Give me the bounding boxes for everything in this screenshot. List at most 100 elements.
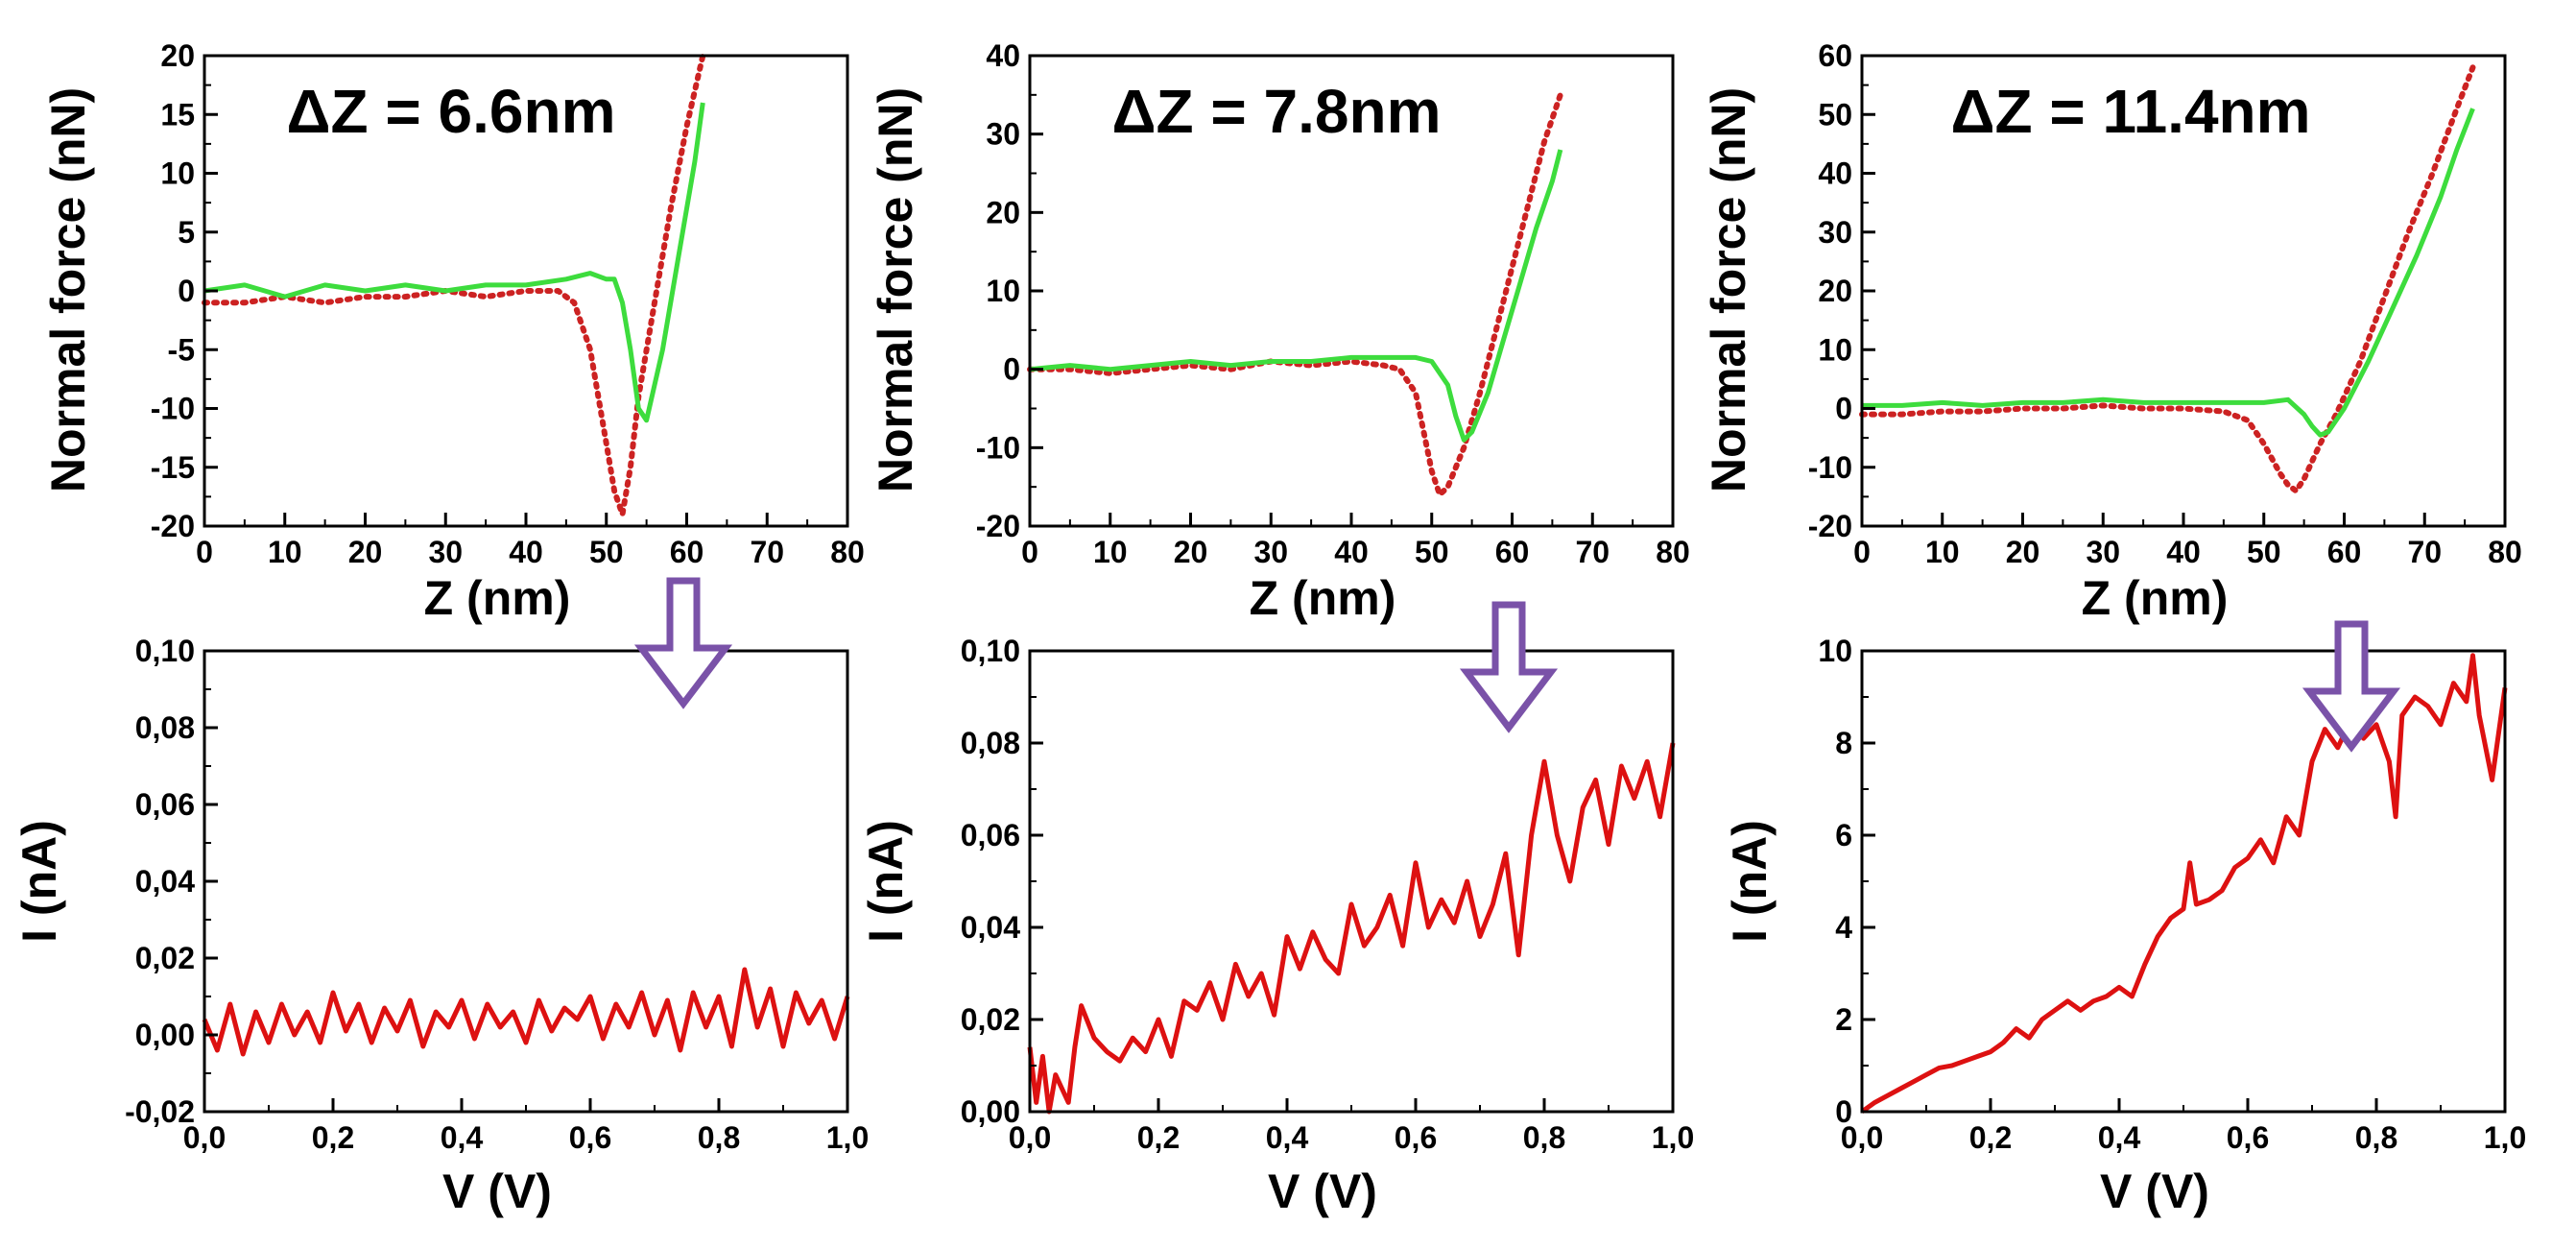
y-tick-label: 0,10 xyxy=(961,634,1020,668)
chart-title: ΔZ = 6.6nm xyxy=(287,77,616,146)
x-tick-label: 70 xyxy=(2407,535,2442,569)
x-tick-label: 0,4 xyxy=(1266,1120,1309,1155)
x-tick-label: 10 xyxy=(1093,535,1128,569)
x-tick-label: 50 xyxy=(2247,535,2281,569)
y-axis-label: Normal force (nN) xyxy=(41,87,95,492)
y-tick-label: 0,00 xyxy=(961,1094,1020,1129)
x-tick-label: 0,2 xyxy=(312,1120,354,1155)
series-retract-line xyxy=(1862,108,2475,438)
y-tick-label: 20 xyxy=(1818,274,1852,308)
y-tick-label: 2 xyxy=(1835,1002,1852,1037)
y-tick-label: -20 xyxy=(976,509,1020,543)
y-tick-label: 0,06 xyxy=(961,818,1020,852)
x-tick-label: 0,0 xyxy=(183,1120,226,1155)
x-tick-label: 1,0 xyxy=(826,1120,869,1155)
y-tick-label: 30 xyxy=(1818,215,1852,250)
x-tick-label: 0,2 xyxy=(1137,1120,1180,1155)
y-tick-label: 0,02 xyxy=(135,941,195,975)
y-tick-label: 10 xyxy=(160,156,195,191)
chart-panel-3: 0 10 20 30 40 50 60 70 80 -20 -10 0 10 20 30 40 50 60 Z (n… xyxy=(1702,38,2522,625)
down-arrow-icon xyxy=(2302,620,2401,753)
y-tick-label: 0,10 xyxy=(135,634,195,668)
chart-panel-4: 0,0 0,2 0,4 0,6 0,8 1,0 -0,02 0,00 0,02 0,04 0,06 0… xyxy=(12,634,869,1218)
x-tick-label: 0,8 xyxy=(1523,1120,1565,1155)
x-tick-label: 30 xyxy=(2086,535,2120,569)
y-tick-label: 0,08 xyxy=(135,710,195,745)
x-tick-label: 20 xyxy=(1174,535,1208,569)
x-tick-label: 70 xyxy=(1575,535,1610,569)
x-tick-label: 40 xyxy=(1334,535,1369,569)
y-tick-label: 5 xyxy=(178,215,195,250)
x-tick-label: 10 xyxy=(268,535,302,569)
y-tick-label: 0 xyxy=(1003,352,1020,387)
y-tick-label: 6 xyxy=(1835,818,1852,852)
x-tick-label: 50 xyxy=(1415,535,1449,569)
x-tick-label: 0 xyxy=(1853,535,1871,569)
x-axis-label: V (V) xyxy=(1268,1164,1377,1218)
series-approach-line xyxy=(202,53,706,517)
y-axis-label: Normal force (nN) xyxy=(869,87,922,492)
x-axis-label: Z (nm) xyxy=(2082,571,2229,625)
y-axis-label: Normal force (nN) xyxy=(1702,87,1755,492)
y-tick-label: 30 xyxy=(986,117,1020,152)
y-axis-label: I (nA) xyxy=(1723,820,1777,943)
x-tick-label: 40 xyxy=(2166,535,2201,569)
y-tick-label: 8 xyxy=(1835,726,1852,760)
x-tick-label: 0,0 xyxy=(1841,1120,1883,1155)
y-tick-label: 20 xyxy=(986,195,1020,229)
x-tick-label: 30 xyxy=(428,535,463,569)
y-tick-label: -15 xyxy=(151,450,195,485)
x-tick-label: 80 xyxy=(830,535,865,569)
y-tick-label: 0 xyxy=(1835,1094,1852,1129)
y-tick-label: 0,02 xyxy=(961,1002,1020,1037)
series-retract-line xyxy=(203,102,705,423)
y-tick-label: -10 xyxy=(151,392,195,426)
y-tick-label: 0,08 xyxy=(961,726,1020,760)
y-tick-label: -10 xyxy=(1808,450,1852,485)
x-tick-label: 1,0 xyxy=(1652,1120,1694,1155)
x-tick-label: 80 xyxy=(1656,535,1690,569)
y-tick-label: 0,06 xyxy=(135,787,195,822)
x-axis-label: Z (nm) xyxy=(1250,571,1396,625)
y-tick-label: 10 xyxy=(986,274,1020,308)
x-tick-label: 80 xyxy=(2488,535,2522,569)
y-tick-label: 40 xyxy=(1818,156,1852,191)
chart-title: ΔZ = 11.4nm xyxy=(1950,77,2310,146)
y-axis-label: I (nA) xyxy=(12,820,66,943)
x-tick-label: 10 xyxy=(1925,535,1960,569)
series-I-V-line xyxy=(1860,653,2508,1115)
plot-frame xyxy=(1028,649,1675,1114)
y-tick-label: 0 xyxy=(178,274,195,308)
x-tick-label: 0,8 xyxy=(698,1120,740,1155)
y-axis-label: I (nA) xyxy=(859,820,913,943)
x-axis-label: Z (nm) xyxy=(424,571,571,625)
x-tick-label: 0 xyxy=(1021,535,1038,569)
y-tick-label: 15 xyxy=(160,97,195,132)
x-axis-label: V (V) xyxy=(442,1164,552,1218)
y-tick-label: 0,04 xyxy=(135,864,195,899)
x-tick-label: 60 xyxy=(1495,535,1530,569)
series-approach-line xyxy=(1859,64,2476,494)
x-tick-label: 30 xyxy=(1253,535,1288,569)
x-axis-label: V (V) xyxy=(2100,1164,2209,1218)
x-tick-label: 50 xyxy=(589,535,624,569)
x-tick-label: 60 xyxy=(2327,535,2362,569)
x-tick-label: 0,4 xyxy=(441,1120,484,1155)
y-tick-label: 4 xyxy=(1835,910,1852,945)
y-tick-label: -20 xyxy=(1808,509,1852,543)
x-tick-label: 0 xyxy=(196,535,213,569)
x-tick-label: 70 xyxy=(750,535,784,569)
x-tick-label: 0,8 xyxy=(2355,1120,2397,1155)
y-tick-label: 20 xyxy=(160,38,195,73)
x-tick-label: 60 xyxy=(670,535,704,569)
y-tick-label: 60 xyxy=(1818,38,1852,73)
series-I-V-line xyxy=(202,967,850,1057)
chart-panel-6: 0,0 0,2 0,4 0,6 0,8 1,0 0 2 4 6 8 10 V (V) I (nA) xyxy=(1723,634,2526,1218)
y-tick-label: -20 xyxy=(151,509,195,543)
series-retract-line xyxy=(1029,149,1563,443)
y-tick-label: 50 xyxy=(1818,97,1852,132)
y-tick-label: 0 xyxy=(1835,392,1852,426)
x-tick-label: 0,6 xyxy=(569,1120,611,1155)
